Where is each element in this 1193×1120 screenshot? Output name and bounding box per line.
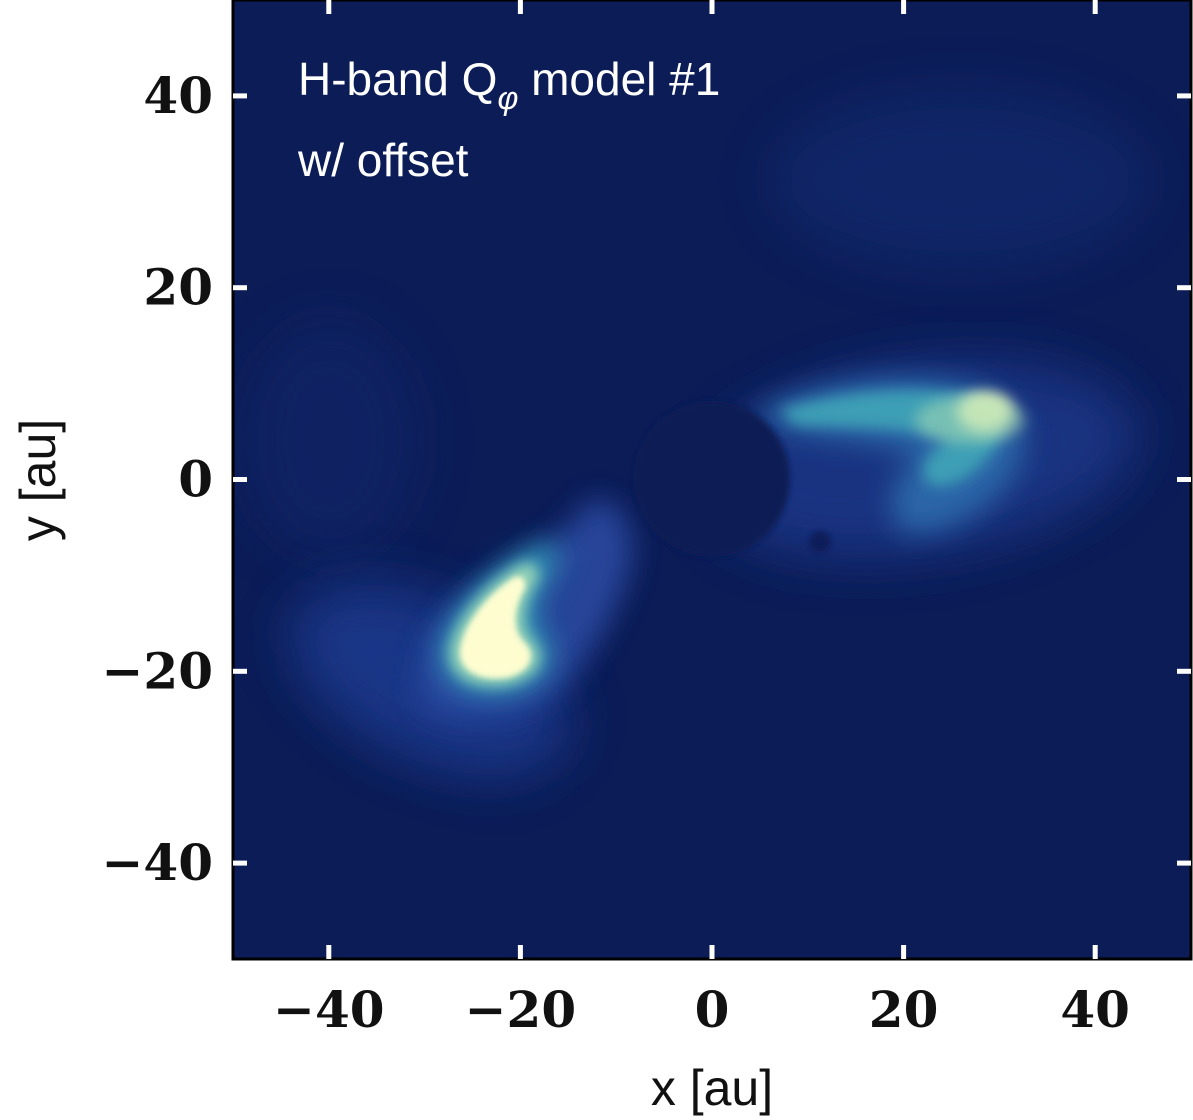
x-tick-label: −20 bbox=[465, 980, 576, 1039]
south-east-arc bbox=[289, 499, 633, 777]
y-tick-label: −40 bbox=[102, 833, 213, 892]
x-tick-label: 0 bbox=[695, 980, 730, 1039]
x-tick-label: 20 bbox=[869, 980, 939, 1039]
x-tick-label: 40 bbox=[1060, 980, 1130, 1039]
y-tick-label: 20 bbox=[143, 258, 213, 317]
y-tick-label: 0 bbox=[178, 450, 213, 509]
x-axis-label: x [au] bbox=[651, 1060, 773, 1116]
image-emission bbox=[240, 90, 1150, 777]
north-west-arc bbox=[701, 361, 1139, 559]
coronagraph-mask bbox=[634, 401, 790, 557]
y-tick-label: −20 bbox=[102, 641, 213, 700]
panel-subtitle: w/ offset bbox=[297, 134, 469, 186]
panel-title-suffix: model #1 bbox=[518, 53, 720, 105]
x-tick-label: −40 bbox=[273, 980, 384, 1039]
panel-title-prefix: H-band Q bbox=[298, 53, 497, 105]
companion-blob bbox=[809, 531, 831, 553]
panel-title-subscript: φ bbox=[497, 80, 518, 116]
axis-ticks bbox=[233, 0, 1191, 959]
y-tick-labels: 40 20 0 −20 −40 bbox=[102, 66, 213, 892]
y-axis-label: y [au] bbox=[10, 419, 66, 541]
x-tick-labels: −40 −20 0 20 40 bbox=[273, 980, 1130, 1039]
panel-title: H-band Qφ model #1 bbox=[298, 53, 720, 116]
outer-halo bbox=[770, 90, 1150, 270]
y-tick-label: 40 bbox=[143, 66, 213, 125]
